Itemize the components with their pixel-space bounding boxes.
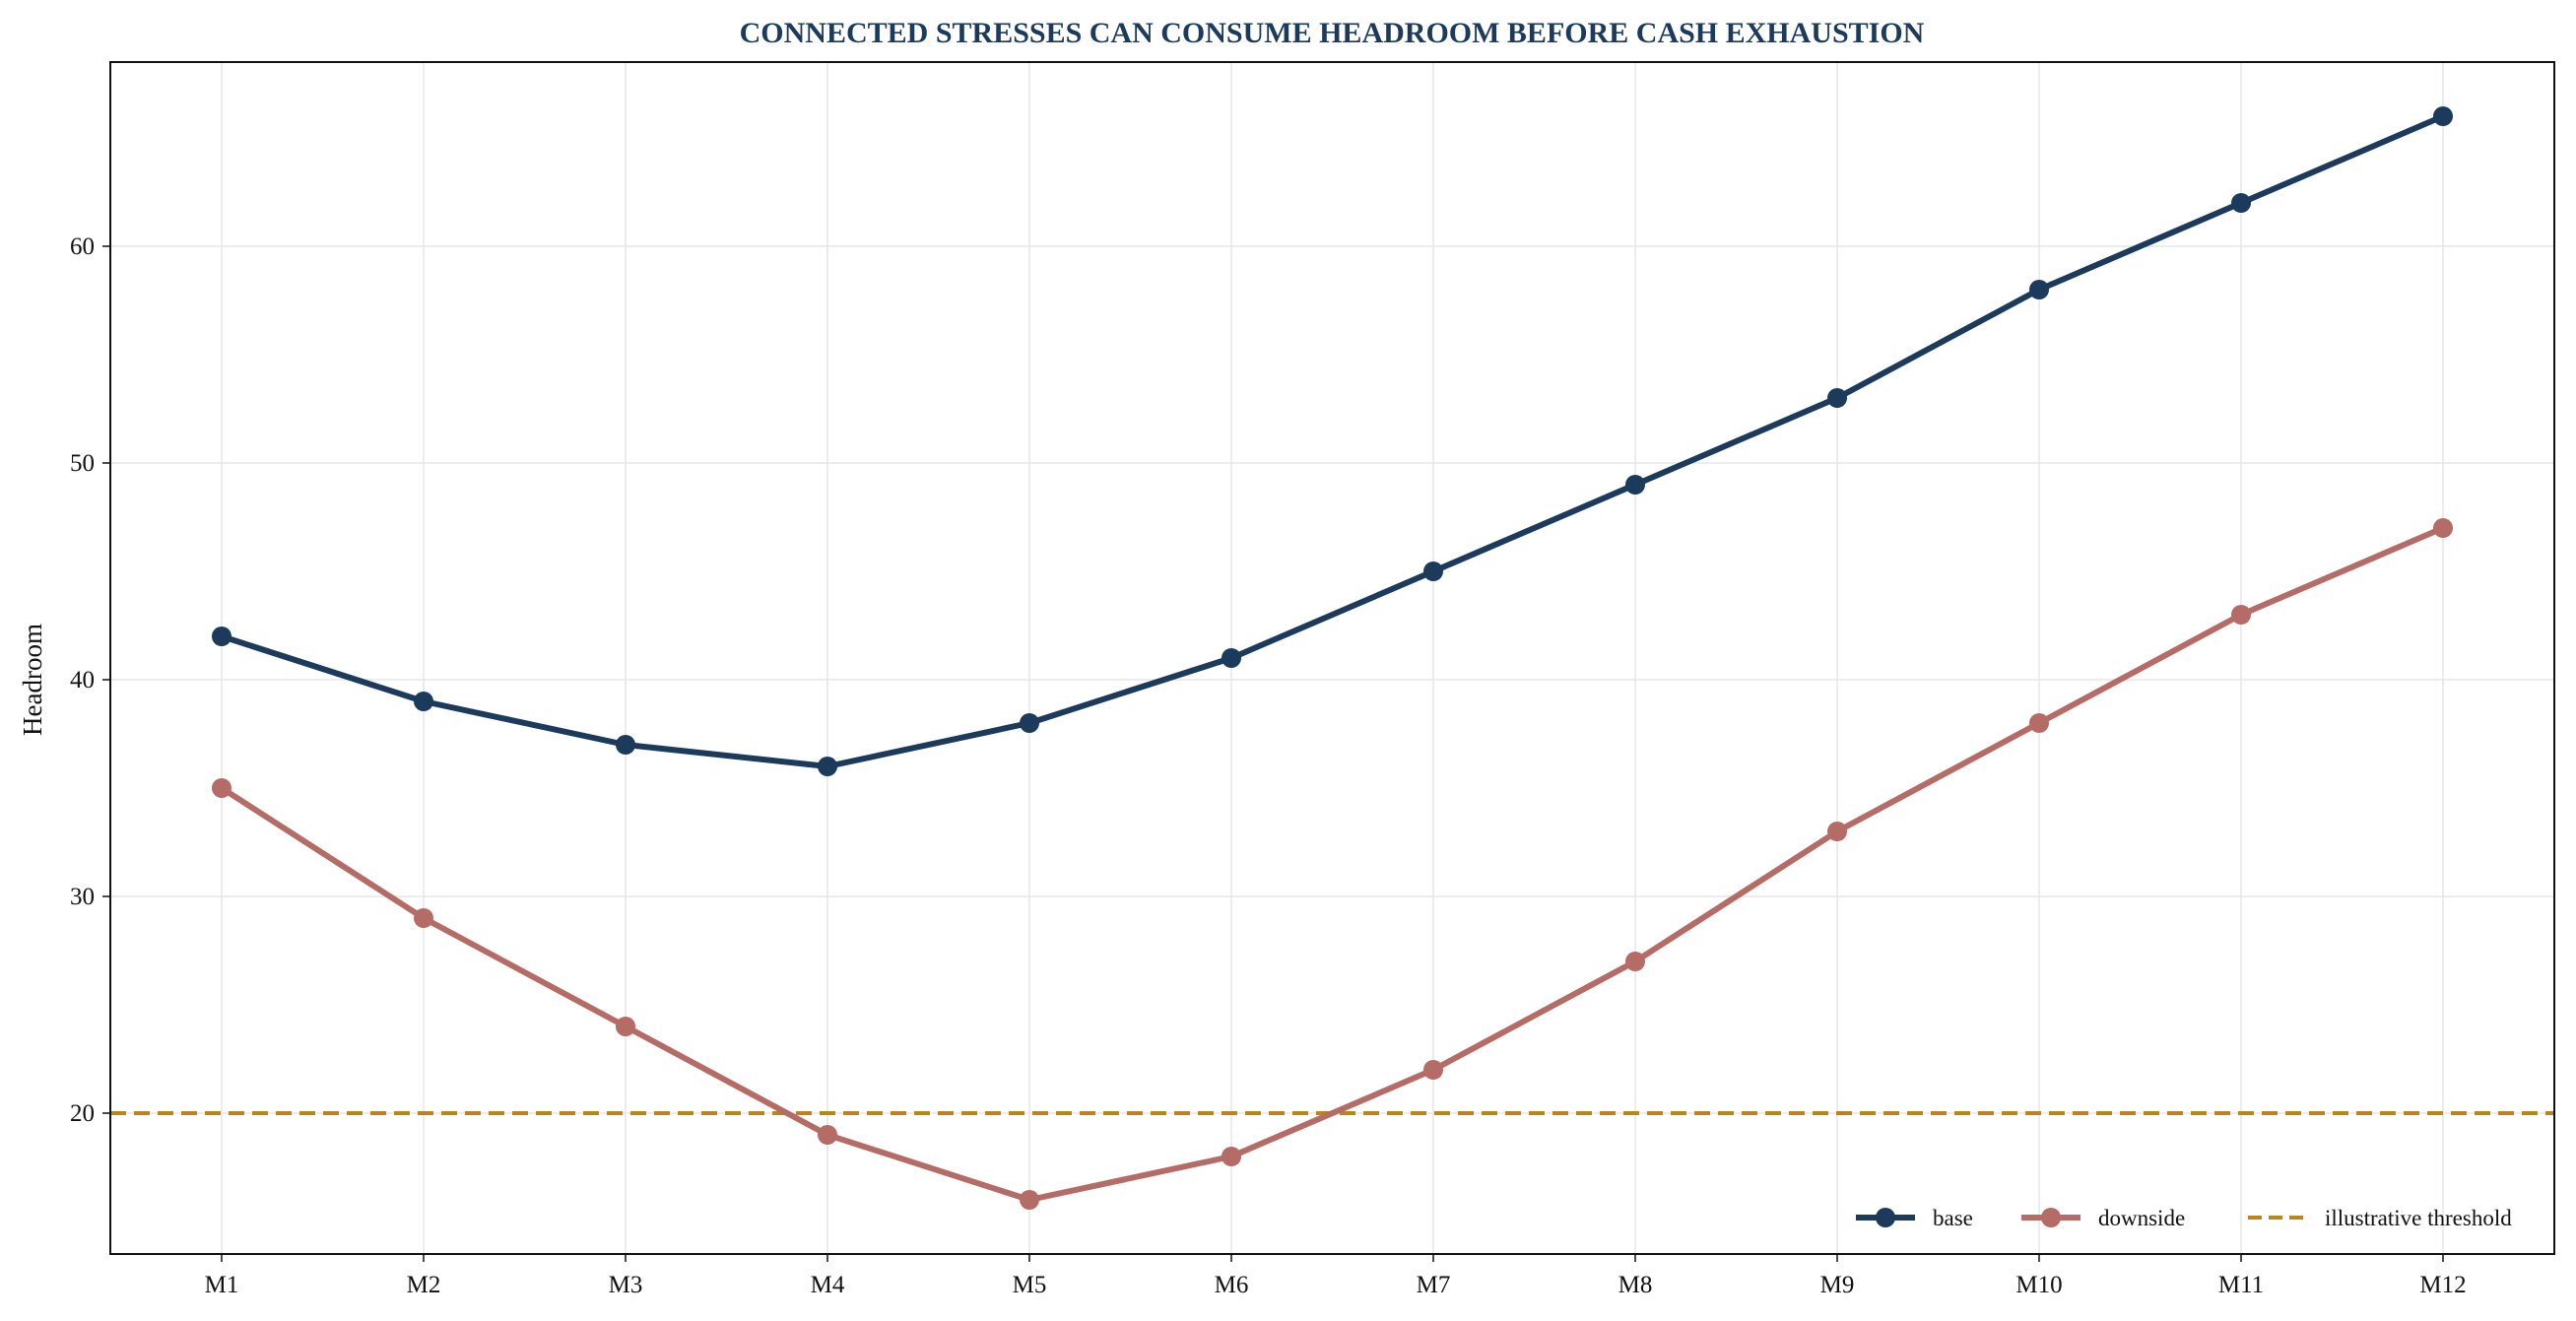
legend-downside-marker <box>2041 1208 2061 1227</box>
base-series-line <box>219 113 2446 769</box>
legend-downside-label: downside <box>2098 1206 2185 1230</box>
base-point <box>1827 388 1847 408</box>
base-point <box>2029 280 2049 299</box>
x-tick-label: M7 <box>1417 1272 1451 1298</box>
base-point <box>818 757 837 776</box>
downside-point <box>1222 1147 1241 1166</box>
series-layer <box>212 106 2453 1210</box>
base-point <box>212 627 231 646</box>
base-point <box>2433 106 2453 126</box>
downside-point <box>414 908 433 928</box>
downside-point <box>1423 1060 1443 1080</box>
downside-point <box>616 1017 635 1036</box>
base-point <box>2231 193 2251 213</box>
x-tick-label: M6 <box>1215 1272 1249 1298</box>
y-tick-label: 40 <box>70 667 95 694</box>
y-axis-label: Headroom <box>18 624 47 736</box>
x-tick-label: M12 <box>2419 1272 2466 1298</box>
x-tick-label: M10 <box>2015 1272 2062 1298</box>
base-point <box>616 735 635 755</box>
y-tick-label: 20 <box>70 1100 95 1127</box>
legend-threshold-label: illustrative threshold <box>2325 1206 2512 1230</box>
x-tick-label: M8 <box>1618 1272 1653 1298</box>
y-tick-label: 50 <box>70 450 95 477</box>
downside-point <box>1625 952 1645 971</box>
grid-layer <box>110 62 2554 1254</box>
downside-point <box>2029 713 2049 733</box>
x-tick-label: M1 <box>205 1272 239 1298</box>
base-point <box>1020 713 1039 733</box>
downside-point <box>2231 605 2251 625</box>
base-point <box>1423 561 1443 581</box>
base-point <box>414 692 433 711</box>
base-point <box>1222 648 1241 668</box>
x-tick-label: M11 <box>2218 1272 2264 1298</box>
x-tick-label: M5 <box>1013 1272 1047 1298</box>
x-tick-label: M4 <box>811 1272 845 1298</box>
downside-point <box>818 1125 837 1145</box>
x-tick-label: M2 <box>407 1272 441 1298</box>
y-tick-label: 30 <box>70 884 95 910</box>
legend: base downside illustrative threshold <box>1856 1206 2512 1230</box>
tick-layer: M1 M2 M3 M4 M5 M6 M7 M8 M9 M10 M11 M12 20 30 40 50 60 <box>70 233 2467 1298</box>
downside-point <box>2433 518 2453 538</box>
downside-point <box>1020 1190 1039 1210</box>
chart-title: CONNECTED STRESSES CAN CONSUME HEADROOM … <box>740 17 1925 49</box>
plot-frame <box>109 61 2555 1255</box>
legend-base-label: base <box>1933 1206 1973 1230</box>
y-tick-label: 60 <box>70 233 95 260</box>
downside-series-line <box>219 525 2446 1203</box>
x-tick-label: M9 <box>1820 1272 1855 1298</box>
base-point <box>1625 475 1645 495</box>
x-tick-label: M3 <box>609 1272 643 1298</box>
downside-point <box>212 778 231 798</box>
downside-point <box>1827 822 1847 841</box>
legend-base-marker <box>1876 1208 1895 1227</box>
